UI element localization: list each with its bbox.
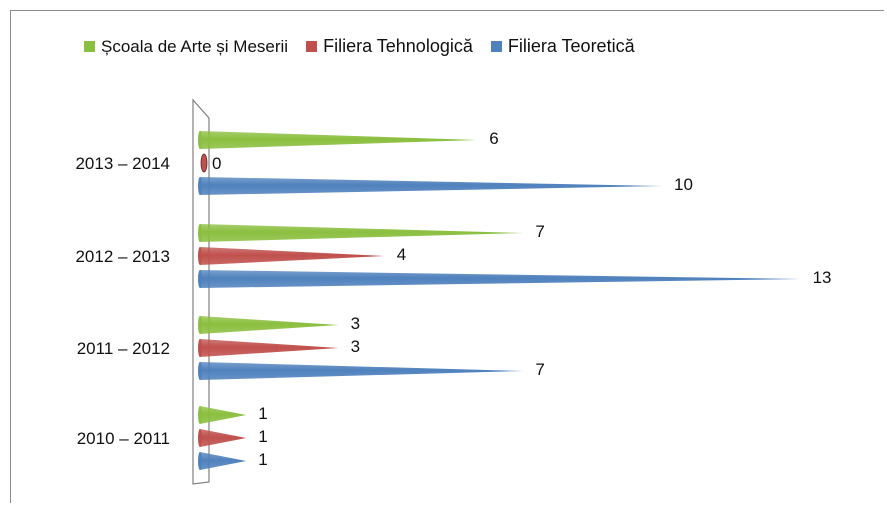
legend-label-tehnologica: Filiera Tehnologică [323, 36, 473, 56]
bar-mark [200, 406, 247, 424]
bar-mark [200, 452, 247, 470]
data-label: 3 [351, 314, 360, 333]
bar-base-cap [198, 316, 202, 334]
data-label: 4 [397, 245, 406, 264]
data-label: 3 [351, 337, 360, 356]
bar-mark [200, 153, 208, 173]
bar-mark [200, 339, 339, 357]
data-label: 7 [535, 222, 544, 241]
legend: Școala de Arte și Meserii Filiera Tehnol… [84, 36, 635, 57]
data-label: 13 [813, 268, 832, 287]
legend-label-arte-meserii: Școala de Arte și Meserii [101, 36, 289, 56]
chart-frame [10, 10, 884, 503]
bar-base-cap [198, 247, 202, 265]
bar-base-cap [198, 177, 202, 195]
bar-base-cap [198, 406, 202, 424]
bar-mark [200, 270, 801, 288]
category-label: 2012 – 2013 [75, 247, 170, 266]
category-label: 2013 – 2014 [75, 154, 170, 173]
legend-swatch-teoretica [490, 41, 502, 52]
data-label: 6 [489, 129, 498, 148]
bar-mark [200, 247, 385, 265]
data-label: 1 [258, 450, 267, 469]
bar-base-cap [198, 224, 202, 242]
legend-item-teoretica: Filiera Teoretică [490, 36, 635, 57]
legend-label-teoretica: Filiera Teoretică [507, 36, 635, 56]
bar-base-cap [198, 270, 202, 288]
bar-base-cap [198, 452, 202, 470]
bar-base-cap [198, 429, 202, 447]
data-label: 1 [258, 404, 267, 423]
legend-swatch-tehnologica [306, 41, 318, 52]
legend-swatch-arte-meserii [84, 41, 95, 52]
bar-base-cap [198, 362, 202, 380]
axis-wall [192, 98, 210, 485]
bar-mark [200, 362, 524, 380]
data-label: 0 [212, 154, 221, 173]
bar-base-cap [198, 339, 202, 357]
category-label: 2010 – 2011 [77, 429, 170, 448]
data-label: 10 [674, 175, 693, 194]
bar-mark [200, 177, 662, 195]
data-label: 7 [535, 360, 544, 379]
bar-base-cap [198, 131, 202, 149]
legend-item-tehnologica: Filiera Tehnologică [306, 36, 473, 57]
bar-mark [200, 316, 339, 334]
bar-mark [200, 429, 247, 447]
legend-item-arte-meserii: Școala de Arte și Meserii [84, 37, 288, 57]
bar-mark [200, 131, 478, 149]
data-label: 1 [258, 427, 267, 446]
bar-mark [200, 224, 524, 242]
category-label: 2011 – 2012 [77, 339, 170, 358]
